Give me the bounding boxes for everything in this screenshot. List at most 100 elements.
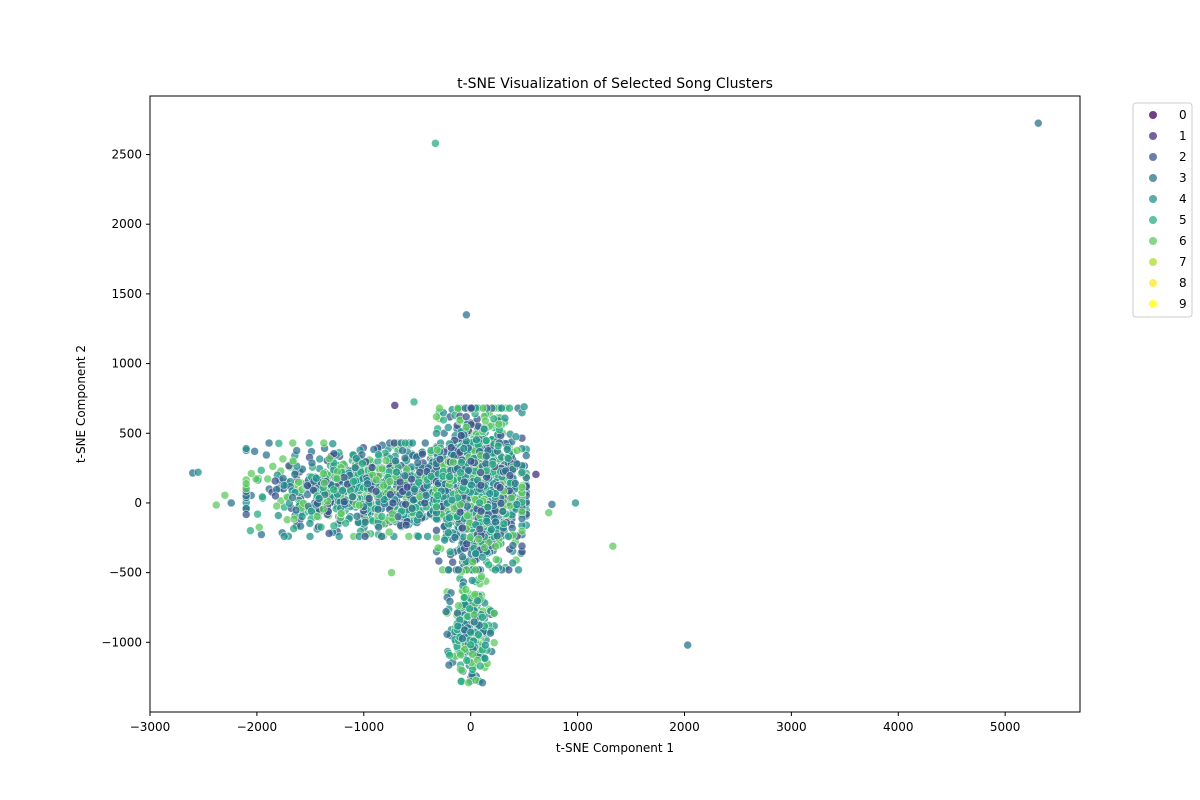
scatter-point — [290, 515, 298, 523]
scatter-point — [448, 496, 456, 504]
scatter-point — [463, 512, 471, 520]
scatter-point — [221, 491, 229, 499]
scatter-point — [571, 499, 579, 507]
scatter-point — [520, 403, 528, 411]
legend-label: 0 — [1179, 108, 1187, 122]
scatter-point — [445, 514, 453, 522]
scatter-point — [475, 535, 483, 543]
x-tick-label: −2000 — [237, 720, 278, 734]
scatter-point — [269, 462, 277, 470]
scatter-point — [340, 498, 348, 506]
scatter-point — [393, 468, 401, 476]
scatter-point — [255, 523, 263, 531]
scatter-point — [518, 468, 526, 476]
scatter-point — [431, 139, 439, 147]
scatter-point — [457, 469, 465, 477]
scatter-point — [513, 500, 521, 508]
scatter-point — [293, 447, 301, 455]
scatter-point — [320, 479, 328, 487]
scatter-point — [411, 485, 419, 493]
x-axis-label: t-SNE Component 1 — [556, 741, 674, 755]
scatter-point — [469, 558, 477, 566]
scatter-point — [440, 416, 448, 424]
scatter-point — [271, 492, 279, 500]
scatter-point — [361, 518, 369, 526]
scatter-point — [454, 602, 462, 610]
legend-label: 3 — [1179, 171, 1187, 185]
scatter-point — [194, 468, 202, 476]
legend-marker — [1149, 153, 1157, 161]
scatter-point — [486, 629, 494, 637]
scatter-point — [405, 532, 413, 540]
scatter-point — [483, 517, 491, 525]
scatter-point — [457, 651, 465, 659]
scatter-point — [466, 533, 474, 541]
scatter-point — [500, 520, 508, 528]
scatter-point — [499, 507, 507, 515]
scatter-point — [518, 542, 526, 550]
scatter-point — [271, 477, 279, 485]
scatter-point — [403, 483, 411, 491]
scatter-point — [490, 639, 498, 647]
scatter-point — [458, 666, 466, 674]
legend-label: 6 — [1179, 234, 1187, 248]
scatter-point — [382, 457, 390, 465]
scatter-point — [460, 593, 468, 601]
scatter-point — [472, 549, 480, 557]
scatter-point — [212, 501, 220, 509]
y-tick-label: −1000 — [101, 635, 142, 649]
scatter-point — [518, 483, 526, 491]
scatter-point — [289, 493, 297, 501]
scatter-point — [609, 542, 617, 550]
scatter-point — [509, 559, 517, 567]
scatter-point — [436, 455, 444, 463]
scatter-point — [457, 458, 465, 466]
scatter-point — [477, 468, 485, 476]
scatter-point — [273, 502, 281, 510]
scatter-point — [319, 505, 327, 513]
scatter-point — [522, 452, 530, 460]
scatter-point — [518, 527, 526, 535]
scatter-point — [389, 499, 397, 507]
scatter-point — [434, 544, 442, 552]
scatter-point — [509, 541, 517, 549]
scatter-point — [385, 528, 393, 536]
scatter-point — [481, 654, 489, 662]
scatter-point — [227, 499, 235, 507]
scatter-point — [456, 501, 464, 509]
scatter-point — [392, 457, 400, 465]
scatter-point — [335, 532, 343, 540]
scatter-point — [487, 526, 495, 534]
y-axis-label: t-SNE Component 2 — [74, 345, 88, 463]
scatter-point — [482, 452, 490, 460]
scatter-point — [264, 475, 272, 483]
scatter-point — [408, 504, 416, 512]
scatter-point — [481, 544, 489, 552]
scatter-point — [396, 478, 404, 486]
scatter-point — [485, 561, 493, 569]
scatter-point — [513, 460, 521, 468]
scatter-point — [484, 503, 492, 511]
scatter-point — [489, 460, 497, 468]
x-tick-label: 1000 — [562, 720, 593, 734]
scatter-point — [481, 417, 489, 425]
legend: 0123456789 — [1133, 103, 1192, 317]
x-tick-label: 2000 — [669, 720, 700, 734]
scatter-point — [308, 459, 316, 467]
legend-label: 2 — [1179, 150, 1187, 164]
legend-marker — [1149, 237, 1157, 245]
scatter-point — [432, 413, 440, 421]
scatter-point — [478, 679, 486, 687]
scatter-point — [378, 532, 386, 540]
scatter-point — [467, 481, 475, 489]
scatter-point — [467, 404, 475, 412]
scatter-point — [432, 503, 440, 511]
legend-marker — [1149, 111, 1157, 119]
legend-label: 1 — [1179, 129, 1187, 143]
scatter-point — [495, 420, 503, 428]
scatter-point — [497, 499, 505, 507]
scatter-point — [265, 439, 273, 447]
scatter-point — [476, 662, 484, 670]
plot-background — [150, 96, 1080, 712]
scatter-point — [496, 484, 504, 492]
